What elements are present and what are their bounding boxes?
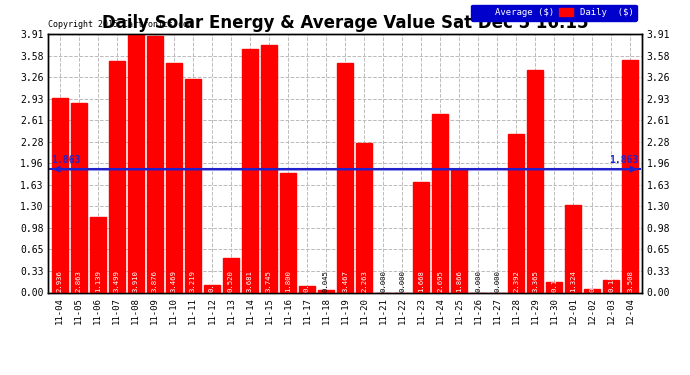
Text: 3.681: 3.681	[247, 270, 253, 292]
Bar	[622, 60, 638, 292]
Text: 1.863: 1.863	[51, 155, 81, 165]
Bar	[128, 34, 144, 292]
Text: 0.000: 0.000	[380, 270, 386, 292]
Bar	[90, 217, 106, 292]
Bar	[451, 169, 467, 292]
Text: 3.876: 3.876	[152, 270, 158, 292]
Bar	[546, 282, 562, 292]
Text: 3.745: 3.745	[266, 270, 272, 292]
Text: 0.520: 0.520	[228, 270, 234, 292]
Text: Copyright 2015 Cartronics.com: Copyright 2015 Cartronics.com	[48, 20, 193, 28]
Bar	[356, 143, 372, 292]
Bar	[413, 182, 429, 292]
Bar	[337, 63, 353, 292]
Text: 3.469: 3.469	[171, 270, 177, 292]
Bar	[565, 205, 581, 292]
Text: 3.910: 3.910	[132, 270, 139, 292]
Text: 1.863: 1.863	[609, 155, 639, 165]
Text: 1.668: 1.668	[418, 270, 424, 292]
Text: 0.000: 0.000	[475, 270, 481, 292]
Bar	[241, 49, 258, 292]
Text: 1.139: 1.139	[95, 270, 101, 292]
Bar	[584, 289, 600, 292]
Bar	[204, 285, 220, 292]
Text: 0.052: 0.052	[589, 270, 595, 292]
Title: Daily Solar Energy & Average Value Sat Dec 5 16:15: Daily Solar Energy & Average Value Sat D…	[101, 14, 589, 32]
Text: 1.800: 1.800	[285, 270, 291, 292]
Bar	[508, 134, 524, 292]
Text: 2.863: 2.863	[76, 270, 81, 292]
Text: 0.000: 0.000	[399, 270, 405, 292]
Text: 3.508: 3.508	[627, 270, 633, 292]
Text: 0.120: 0.120	[209, 270, 215, 292]
Text: 3.499: 3.499	[114, 270, 120, 292]
Text: 0.101: 0.101	[304, 270, 310, 292]
Bar	[147, 36, 163, 292]
Text: 1.866: 1.866	[456, 270, 462, 292]
Legend: Average ($), Daily  ($): Average ($), Daily ($)	[471, 4, 637, 21]
Bar	[223, 258, 239, 292]
Bar	[527, 70, 543, 292]
Bar	[261, 45, 277, 292]
Text: 2.936: 2.936	[57, 270, 63, 292]
Text: 2.695: 2.695	[437, 270, 443, 292]
Text: 2.392: 2.392	[513, 270, 519, 292]
Text: 3.467: 3.467	[342, 270, 348, 292]
Bar	[166, 63, 182, 292]
Bar	[70, 103, 87, 292]
Text: 0.184: 0.184	[609, 270, 614, 292]
Bar	[52, 98, 68, 292]
Bar	[185, 80, 201, 292]
Bar	[299, 286, 315, 292]
Bar	[603, 280, 620, 292]
Text: 0.000: 0.000	[494, 270, 500, 292]
Text: 3.365: 3.365	[532, 270, 538, 292]
Text: 0.045: 0.045	[323, 270, 329, 292]
Text: 0.154: 0.154	[551, 270, 558, 292]
Text: 1.324: 1.324	[570, 270, 576, 292]
Text: 2.263: 2.263	[361, 270, 367, 292]
Bar	[318, 290, 334, 292]
Bar	[280, 173, 296, 292]
Text: 3.219: 3.219	[190, 270, 196, 292]
Bar	[109, 61, 125, 292]
Bar	[432, 114, 448, 292]
